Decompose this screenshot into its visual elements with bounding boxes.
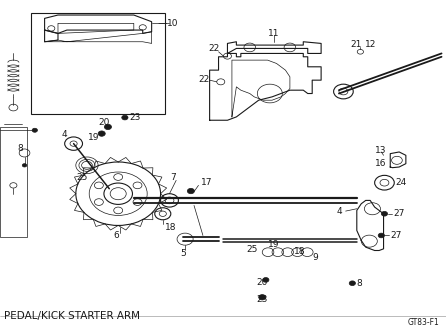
Text: 20: 20	[98, 118, 110, 127]
Text: 4: 4	[62, 130, 67, 139]
Text: 16: 16	[375, 159, 386, 168]
Text: 13: 13	[375, 146, 386, 155]
Circle shape	[381, 211, 388, 216]
Text: 24: 24	[395, 178, 406, 187]
Bar	[0, 127, 27, 237]
Circle shape	[22, 164, 27, 167]
Text: 6: 6	[114, 231, 120, 240]
Text: GT83-F1: GT83-F1	[408, 318, 439, 327]
Text: 23: 23	[256, 295, 268, 304]
Text: 23: 23	[129, 113, 141, 122]
Text: 8: 8	[356, 280, 362, 288]
Text: 9: 9	[312, 253, 318, 262]
Bar	[31, 13, 165, 114]
Text: 18: 18	[165, 223, 177, 232]
Text: 22: 22	[198, 75, 210, 84]
Text: 12: 12	[365, 40, 376, 49]
Text: 19: 19	[88, 133, 100, 142]
Text: 4: 4	[337, 207, 343, 215]
Text: 22: 22	[209, 44, 220, 53]
Text: 7: 7	[170, 173, 176, 182]
Text: 21: 21	[350, 40, 362, 49]
Circle shape	[122, 115, 128, 120]
Text: 25: 25	[246, 245, 258, 254]
Circle shape	[349, 281, 355, 286]
Circle shape	[378, 233, 384, 238]
Circle shape	[263, 278, 269, 282]
Text: 19: 19	[268, 240, 279, 249]
Text: 27: 27	[393, 209, 405, 218]
Text: 20: 20	[256, 278, 268, 287]
Text: 18: 18	[294, 247, 306, 256]
Text: 11: 11	[268, 29, 279, 38]
Circle shape	[98, 131, 105, 136]
Circle shape	[187, 188, 194, 194]
Text: 8: 8	[18, 144, 24, 153]
Text: PEDAL/KICK STARTER ARM: PEDAL/KICK STARTER ARM	[4, 311, 140, 321]
Text: 25: 25	[77, 173, 88, 182]
Text: 5: 5	[181, 249, 186, 258]
Text: 17: 17	[201, 178, 212, 186]
Circle shape	[259, 295, 266, 300]
Text: 10: 10	[167, 19, 179, 28]
Circle shape	[104, 124, 112, 130]
Circle shape	[32, 128, 37, 132]
Text: 27: 27	[390, 231, 402, 240]
